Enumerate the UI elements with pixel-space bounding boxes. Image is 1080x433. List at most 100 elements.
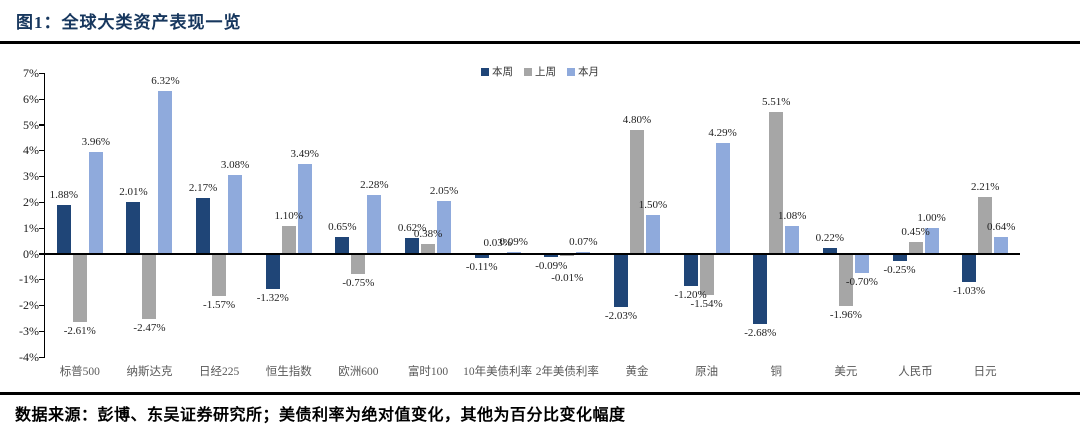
x-axis-category-label: 标普500 — [59, 366, 100, 378]
y-axis-tick-label: 0% — [23, 246, 39, 261]
bar-value-label: 0.65% — [328, 221, 357, 234]
bar-value-label: -1.32% — [256, 292, 289, 305]
bar-本月-恒生指数 — [297, 163, 312, 254]
x-axis-category-label: 纳斯达克 — [126, 366, 173, 378]
legend-label: 本周 — [492, 67, 513, 78]
y-axis-tick — [39, 279, 45, 281]
x-axis-category-label: 人民币 — [898, 366, 933, 378]
y-axis-tick — [39, 305, 45, 307]
bar-本周-10年美债利率 — [474, 255, 489, 258]
bar-本周-黄金 — [613, 255, 628, 308]
y-axis-tick — [39, 98, 45, 100]
bar-value-label: -2.03% — [604, 310, 637, 323]
x-axis-category-label: 2年美债利率 — [535, 366, 599, 378]
bar-上周-标普500 — [72, 255, 87, 323]
bar-value-label: -0.01% — [551, 271, 584, 284]
bar-value-label: 1.08% — [778, 210, 807, 223]
bar-上周-欧洲600 — [351, 255, 366, 275]
figure-title: 图1：全球大类资产表现一览 — [16, 13, 242, 32]
y-axis-tick — [39, 330, 45, 332]
x-axis-category-label: 黄金 — [625, 366, 649, 378]
bar-value-label: 5.51% — [762, 95, 791, 108]
bar-value-label: -1.96% — [829, 308, 862, 321]
bar-value-label: 0.03% — [483, 237, 512, 250]
bar-value-label: 2.28% — [360, 179, 389, 192]
y-axis-tick-label: 5% — [23, 117, 39, 132]
x-axis-category-label: 欧洲600 — [338, 366, 379, 378]
bar-value-label: -1.57% — [203, 298, 236, 311]
y-axis-tick — [39, 201, 45, 203]
legend-item-本月: 本月 — [567, 64, 599, 79]
legend-swatch-icon — [567, 67, 575, 76]
bar-value-label: -0.70% — [845, 276, 878, 289]
bar-本月-10年美债利率 — [506, 251, 521, 254]
y-axis-tick — [39, 124, 45, 126]
bar-本月-人民币 — [924, 228, 939, 254]
bar-本周-铜 — [753, 255, 768, 325]
bar-上周-2年美债利率 — [560, 255, 575, 256]
bar-上周-恒生指数 — [281, 225, 296, 254]
footer-divider — [0, 392, 1080, 395]
bar-上周-黄金 — [629, 130, 644, 254]
bar-value-label: -0.25% — [883, 264, 916, 277]
bar-value-label: -1.20% — [674, 288, 707, 301]
legend-swatch-icon — [524, 67, 532, 76]
y-axis-tick-label: 1% — [23, 220, 39, 235]
bar-本月-富时100 — [437, 201, 452, 254]
y-axis-tick-label: -4% — [19, 349, 39, 364]
y-axis-tick-label: 6% — [23, 91, 39, 106]
bar-value-label: -0.11% — [465, 260, 498, 273]
y-axis-tick — [39, 176, 45, 178]
bar-value-label: 0.07% — [569, 236, 598, 249]
bar-value-label: -2.61% — [63, 325, 96, 338]
bar-上周-日元 — [978, 196, 993, 254]
bar-本周-纳斯达克 — [126, 202, 141, 254]
bar-value-label: 3.96% — [81, 135, 111, 148]
y-axis-tick-label: 4% — [23, 143, 39, 158]
legend-swatch-icon — [481, 67, 489, 76]
y-axis-tick — [39, 150, 45, 152]
x-axis-category-label: 日经225 — [198, 366, 240, 378]
bar-上周-日经225 — [212, 255, 227, 296]
bar-上周-美元 — [838, 255, 853, 306]
bar-本周-日元 — [962, 255, 977, 282]
bar-value-label: 0.62% — [397, 222, 427, 234]
bar-value-label: -1.03% — [953, 284, 986, 297]
y-axis-tick-label: 7% — [23, 65, 39, 80]
bar-value-label: 3.49% — [290, 147, 319, 160]
y-axis-tick-label: -3% — [19, 323, 39, 338]
x-axis-category-label: 恒生指数 — [265, 366, 312, 378]
y-axis-tick-label: -1% — [19, 272, 39, 287]
y-axis-tick — [39, 72, 45, 74]
bar-value-label: 0.09% — [499, 235, 528, 248]
bar-本周-原油 — [683, 255, 698, 286]
bar-上周-纳斯达克 — [142, 255, 157, 319]
bar-本周-欧洲600 — [335, 237, 350, 254]
bar-value-label: 1.50% — [638, 199, 668, 212]
bar-value-label: 0.38% — [413, 228, 443, 241]
bar-value-label: -2.47% — [133, 321, 166, 334]
data-source-note: 数据来源：彭博、东吴证券研究所；美债利率为绝对值变化，其他为百分比变化幅度 — [15, 407, 626, 424]
bar-value-label: 2.01% — [119, 186, 148, 199]
bar-value-label: 2.05% — [429, 185, 459, 198]
bar-value-label: -2.68% — [744, 327, 777, 340]
bar-上周-原油 — [699, 255, 714, 295]
y-axis-tick — [39, 227, 45, 229]
legend-item-本周: 本周 — [481, 64, 513, 79]
bar-value-label: 2.17% — [188, 182, 218, 194]
x-axis-category-label: 富时100 — [407, 366, 449, 378]
bar-value-label: -1.54% — [690, 297, 723, 310]
bar-上周-铜 — [769, 111, 784, 254]
y-axis-tick — [39, 356, 45, 358]
bar-本月-铜 — [785, 226, 800, 254]
bar-本月-纳斯达克 — [158, 90, 173, 254]
bar-本周-人民币 — [892, 255, 907, 262]
bar-本周-标普500 — [56, 205, 71, 254]
x-axis-category-label: 美元 — [834, 366, 858, 378]
bar-本月-原油 — [715, 143, 730, 254]
x-axis-category-label: 原油 — [695, 366, 719, 378]
bar-value-label: 2.21% — [970, 180, 1000, 193]
bar-value-label: 1.10% — [274, 209, 303, 222]
bar-value-label: 1.88% — [49, 189, 79, 202]
